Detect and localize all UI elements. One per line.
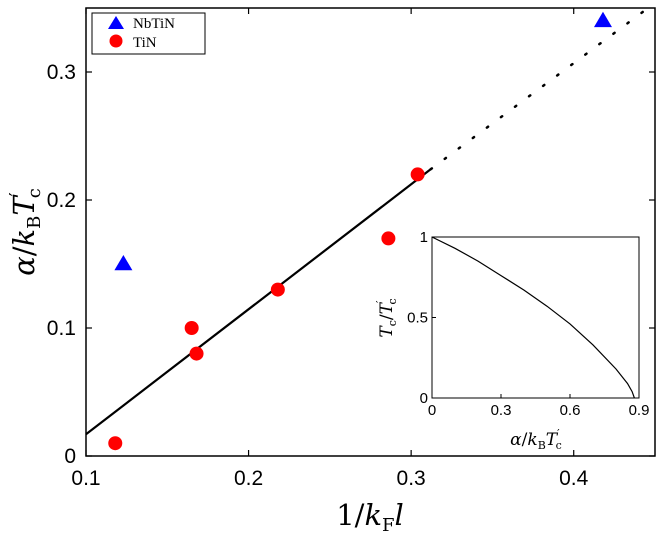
inset-x-tick-label: 0.9 bbox=[629, 402, 650, 419]
inset-plot-frame bbox=[431, 236, 640, 399]
tin-data-point bbox=[189, 346, 204, 361]
fit-line-dotted bbox=[429, 1, 657, 171]
legend: NbTiN TiN bbox=[91, 12, 206, 55]
inset-y-tick-label: 0.5 bbox=[407, 310, 428, 327]
fit-line-solid bbox=[85, 168, 432, 436]
inset-x-tick-label: 0.6 bbox=[560, 402, 581, 419]
main-y-axis-label: α/kBT′c bbox=[6, 188, 45, 276]
legend-nbtin-label: NbTiN bbox=[133, 16, 175, 32]
main-x-tick-label: 0.3 bbox=[397, 467, 426, 490]
legend-tin-label: TiN bbox=[133, 35, 157, 51]
inset-curve-line bbox=[431, 236, 635, 399]
inset-y-axis-label: Tc/T′c bbox=[374, 298, 399, 337]
main-x-tick-label: 0.2 bbox=[234, 467, 263, 490]
tin-data-point bbox=[108, 436, 123, 451]
inset-y-tick-label: 0 bbox=[420, 390, 428, 407]
legend-box bbox=[91, 12, 206, 55]
inset-y-tick-label: 1 bbox=[420, 229, 428, 246]
inset-x-tick-label: 0 bbox=[428, 402, 436, 419]
main-x-tick-label: 0.1 bbox=[71, 467, 100, 490]
legend-nbtin-marker bbox=[108, 16, 124, 29]
legend-tin-marker bbox=[109, 34, 123, 48]
main-y-tick-label: 0.3 bbox=[47, 61, 76, 84]
tin-data-point bbox=[381, 231, 396, 246]
nbtin-data-point bbox=[593, 11, 612, 28]
tin-data-point bbox=[184, 321, 199, 335]
main-y-tick-label: 0 bbox=[64, 445, 76, 468]
main-x-axis-label: 1/kFl bbox=[336, 498, 404, 535]
nbtin-data-point bbox=[114, 255, 133, 271]
main-y-tick-label: 0.1 bbox=[47, 317, 76, 340]
main-y-tick-label: 0.2 bbox=[47, 189, 76, 212]
inset-x-tick-label: 0.3 bbox=[491, 402, 512, 419]
inset-x-axis-label: α/kBT′ c bbox=[510, 427, 562, 452]
main-x-tick-label: 0.4 bbox=[559, 467, 589, 490]
tin-data-point bbox=[410, 167, 425, 182]
tin-data-point bbox=[270, 282, 285, 297]
